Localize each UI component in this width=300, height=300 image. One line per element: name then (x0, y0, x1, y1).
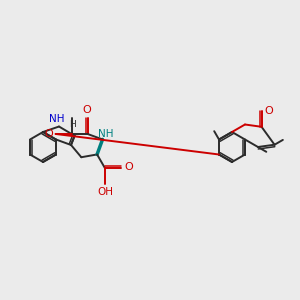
Text: H: H (69, 120, 76, 129)
Text: O: O (44, 129, 53, 139)
Text: O: O (82, 105, 91, 115)
Text: NH: NH (49, 113, 65, 124)
Text: OH: OH (97, 187, 113, 197)
Text: O: O (264, 106, 273, 116)
Text: O: O (125, 162, 134, 172)
Text: NH: NH (98, 129, 113, 140)
